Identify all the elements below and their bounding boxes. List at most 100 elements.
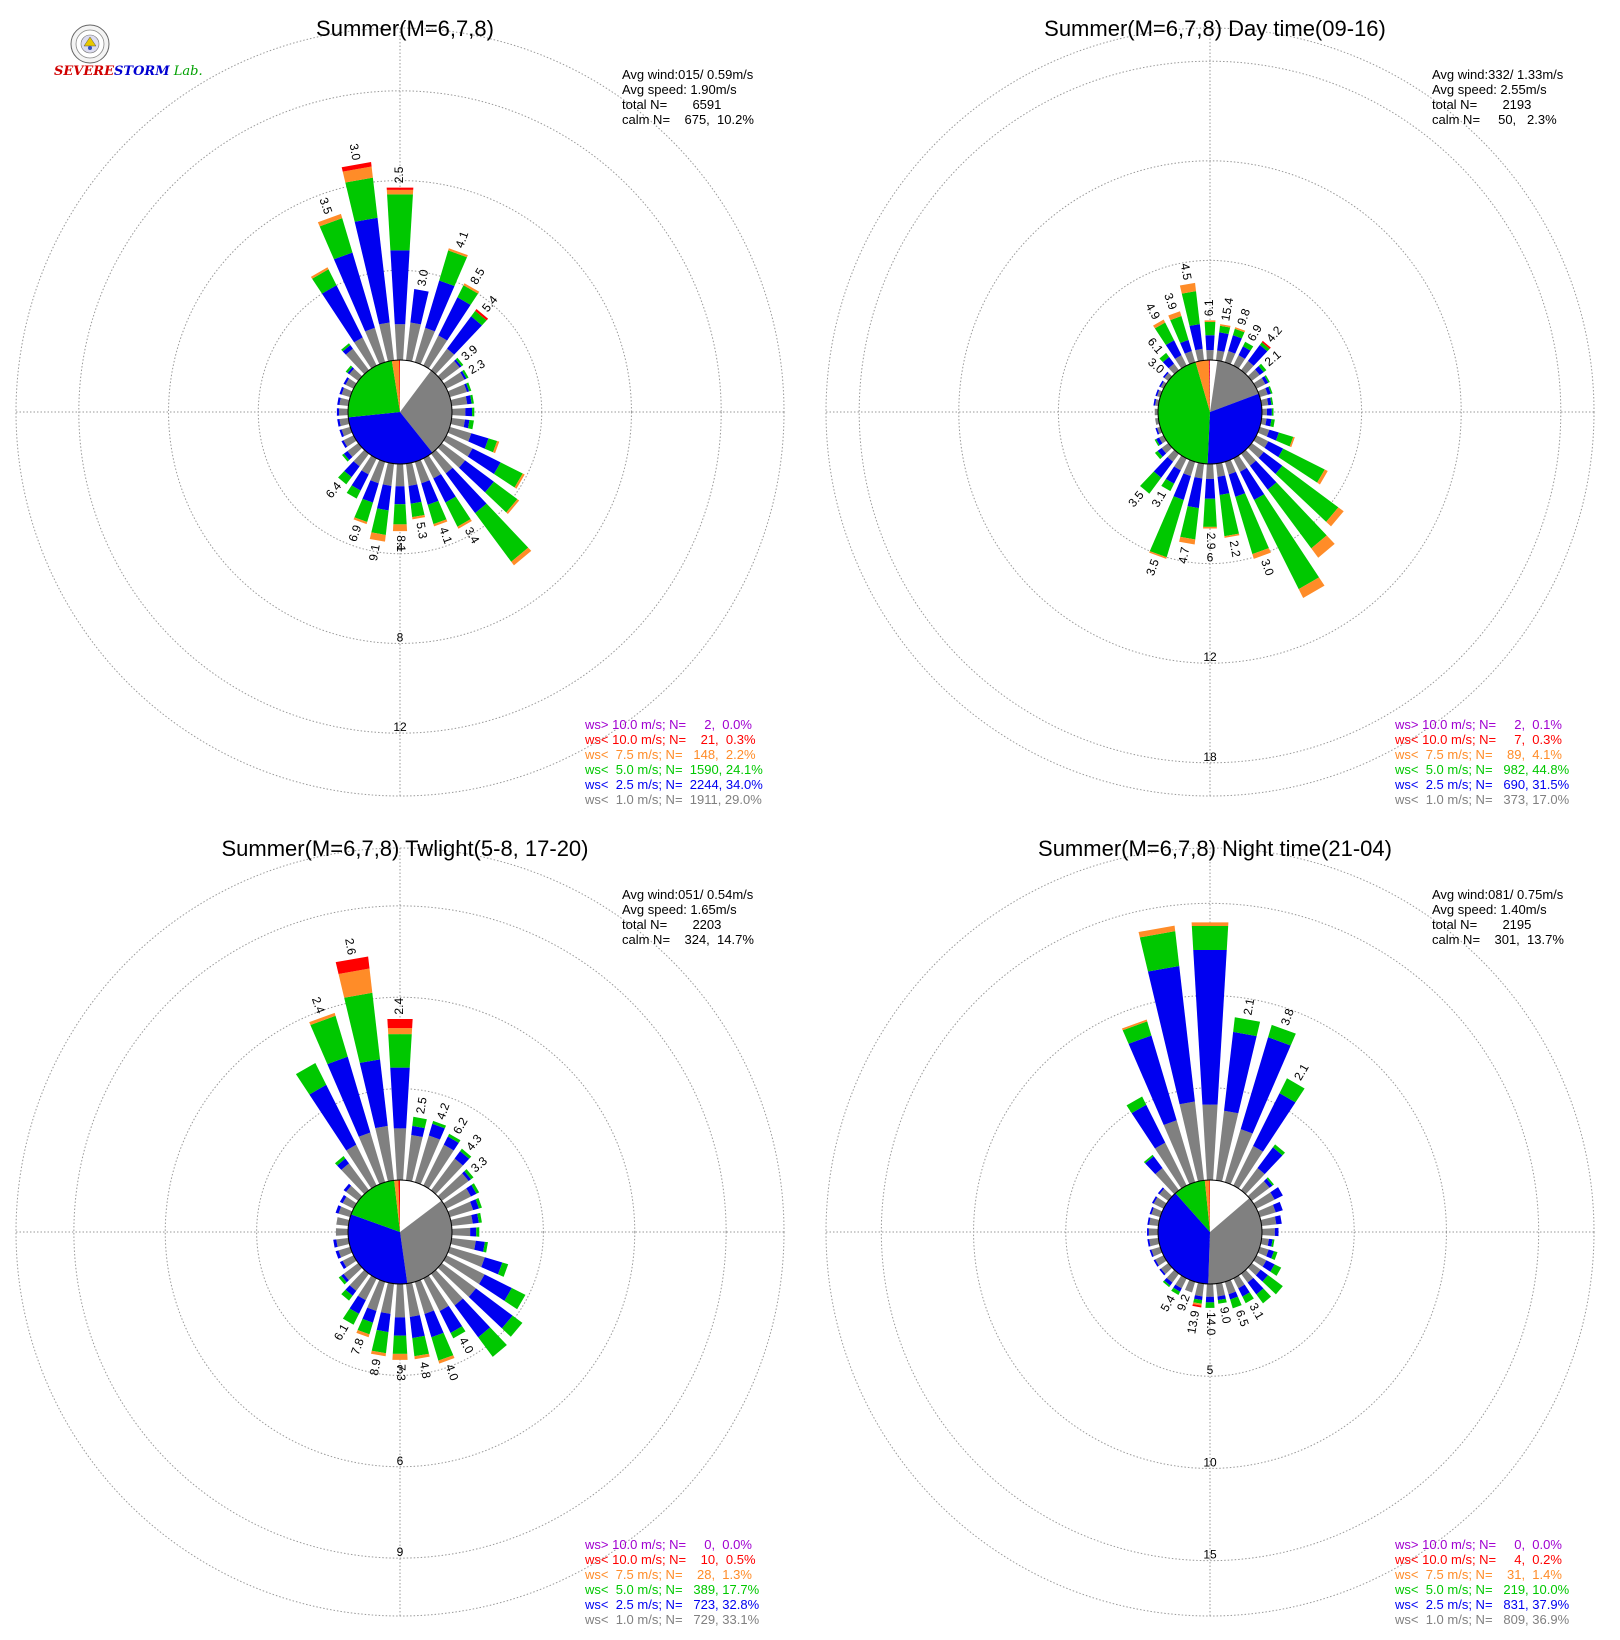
bar-segment-lt25 bbox=[1228, 471, 1246, 497]
bar-segment-lt75 bbox=[1179, 536, 1196, 545]
bar-segment-lt75 bbox=[1203, 526, 1217, 529]
direction-bar-270: 14.0 bbox=[1204, 1283, 1218, 1336]
bar-segment-lt25 bbox=[1249, 460, 1277, 490]
direction-bar-50 bbox=[1241, 1144, 1286, 1195]
bar-total-label: 2.1 bbox=[1291, 1061, 1312, 1083]
bar-segment-lt5 bbox=[341, 343, 351, 352]
bar-segment-lt1 bbox=[405, 322, 421, 362]
bar-segment-lt5 bbox=[1279, 1078, 1305, 1103]
direction-bar-320 bbox=[1247, 443, 1344, 527]
bar-segment-lt25 bbox=[333, 252, 375, 332]
direction-bar-330 bbox=[443, 1255, 526, 1310]
legend-lt1: ws< 1.0 m/s; N= 809, 36.9% bbox=[1395, 1612, 1570, 1627]
bar-segment-lt25 bbox=[433, 474, 456, 503]
direction-bar-300: 4.0 bbox=[423, 1275, 477, 1356]
ring-tick-label: 12 bbox=[393, 720, 407, 734]
bar-total-label: 4.0 bbox=[456, 1335, 477, 1357]
bar-segment-lt1 bbox=[451, 408, 466, 416]
bar-segment-lt5 bbox=[447, 1133, 461, 1143]
bar-segment-lt25 bbox=[1217, 475, 1230, 495]
bar-total-label: 9.2 bbox=[1174, 1292, 1193, 1313]
direction-bar-230 bbox=[341, 1269, 369, 1301]
pie-slice-lt10 bbox=[399, 360, 400, 412]
stats-block: Avg wind:081/ 0.75m/s Avg speed: 1.40m/s… bbox=[1432, 887, 1564, 947]
bar-segment-lt1 bbox=[450, 396, 468, 407]
bar-segment-lt25 bbox=[347, 367, 355, 375]
bar-segment-lt5 bbox=[476, 1227, 480, 1237]
bar-segment-lt1 bbox=[1260, 1216, 1277, 1227]
bar-segment-lt5 bbox=[1191, 926, 1229, 950]
bar-segment-lt5 bbox=[1171, 1287, 1181, 1295]
legend-lt25: ws< 2.5 m/s; N= 690, 31.5% bbox=[1395, 777, 1570, 792]
bar-segment-lt25 bbox=[1217, 1295, 1226, 1301]
bar-total-label: 4.7 bbox=[1176, 546, 1193, 565]
bar-segment-lt25 bbox=[359, 1059, 388, 1129]
bar-segment-lt1 bbox=[1206, 1283, 1214, 1297]
logo-storm: STORM bbox=[114, 64, 170, 79]
stats-block: Avg wind:332/ 1.33m/s Avg speed: 2.55m/s… bbox=[1432, 67, 1563, 127]
center-pie bbox=[1157, 359, 1263, 465]
bar-segment-lt25 bbox=[462, 1171, 472, 1182]
bar-segment-lt1 bbox=[431, 348, 455, 375]
bar-segment-lt25 bbox=[408, 484, 422, 504]
bar-segment-lt25 bbox=[1153, 398, 1157, 406]
pie-slice-lt75 bbox=[394, 1180, 400, 1232]
bar-segment-lt5 bbox=[1161, 478, 1175, 492]
bar-segment-lt1 bbox=[394, 1283, 406, 1318]
bar-segment-lt5 bbox=[1256, 1288, 1272, 1304]
direction-bar-350 bbox=[1260, 417, 1275, 428]
bar-segment-lt1 bbox=[1166, 1269, 1179, 1283]
direction-bar-240 bbox=[346, 455, 377, 499]
direction-bar-190 bbox=[337, 417, 350, 427]
bar-total-label: 4.2 bbox=[434, 1101, 453, 1122]
direction-bar-140 bbox=[345, 365, 363, 381]
bar-segment-lt75 bbox=[392, 524, 408, 532]
bar-segment-lt5 bbox=[1242, 341, 1254, 351]
bar-segment-lt1 bbox=[451, 1227, 471, 1237]
bar-segment-lt1 bbox=[394, 324, 406, 361]
bar-segment-lt1 bbox=[1194, 462, 1205, 479]
bar-segment-lt75 bbox=[386, 189, 414, 195]
ring-tick-label: 5 bbox=[1207, 1363, 1214, 1377]
direction-bar-350 bbox=[450, 417, 474, 430]
bar-segment-lt25 bbox=[1165, 466, 1181, 484]
bar-segment-lt25 bbox=[336, 408, 340, 416]
direction-bar-310 bbox=[431, 1269, 507, 1357]
range-ring bbox=[168, 180, 632, 644]
direction-bar-290: 4.0 bbox=[414, 1279, 461, 1383]
bar-segment-lt75 bbox=[514, 473, 525, 489]
pie-slice-lt1 bbox=[400, 370, 453, 453]
bar-segment-lt1 bbox=[1206, 350, 1214, 361]
bar-segment-lt75 bbox=[310, 267, 329, 279]
bar-segment-lt5 bbox=[338, 1275, 347, 1285]
bar-segment-lt5 bbox=[342, 453, 350, 462]
bar-segment-lt1 bbox=[341, 387, 353, 398]
bar-segment-lt75 bbox=[1149, 551, 1167, 559]
bar-segment-lt1 bbox=[1224, 1279, 1236, 1295]
bar-segment-lt1 bbox=[358, 1132, 386, 1185]
bar-segment-lt1 bbox=[1233, 455, 1247, 472]
bar-segment-lt1 bbox=[1151, 1246, 1163, 1257]
bar-segment-lt25 bbox=[390, 1067, 410, 1129]
bar-segment-lt5 bbox=[1122, 1021, 1152, 1044]
pie-slice-calm bbox=[1210, 360, 1218, 412]
bar-segment-lt5 bbox=[1230, 1296, 1242, 1309]
direction-bar-150 bbox=[1159, 380, 1167, 389]
bar-segment-lt25 bbox=[1194, 1295, 1203, 1301]
legend: ws> 10.0 m/s; N= 0, 0.0% ws< 10.0 m/s; N… bbox=[1395, 1537, 1569, 1627]
direction-bar-320 bbox=[1247, 1263, 1283, 1295]
bar-total-label: 6.1 bbox=[331, 1321, 352, 1343]
bar-segment-lt1 bbox=[395, 463, 405, 487]
bar-total-label: 2.4 bbox=[392, 998, 406, 1015]
bar-segment-lt75 bbox=[1311, 535, 1335, 558]
bar-total-label: 6.4 bbox=[323, 479, 345, 501]
bar-segment-lt5 bbox=[1270, 1264, 1282, 1276]
range-ring bbox=[880, 902, 1540, 1562]
bar-segment-lt25 bbox=[468, 1288, 513, 1329]
bar-segment-lt5 bbox=[319, 218, 353, 260]
bar-segment-lt5 bbox=[475, 1198, 482, 1209]
bar-segment-lt25 bbox=[438, 297, 471, 341]
bar-total-label: 15.4 bbox=[1218, 296, 1236, 322]
bar-segment-lt1 bbox=[370, 459, 386, 484]
bar-segment-lt5 bbox=[450, 1326, 466, 1339]
